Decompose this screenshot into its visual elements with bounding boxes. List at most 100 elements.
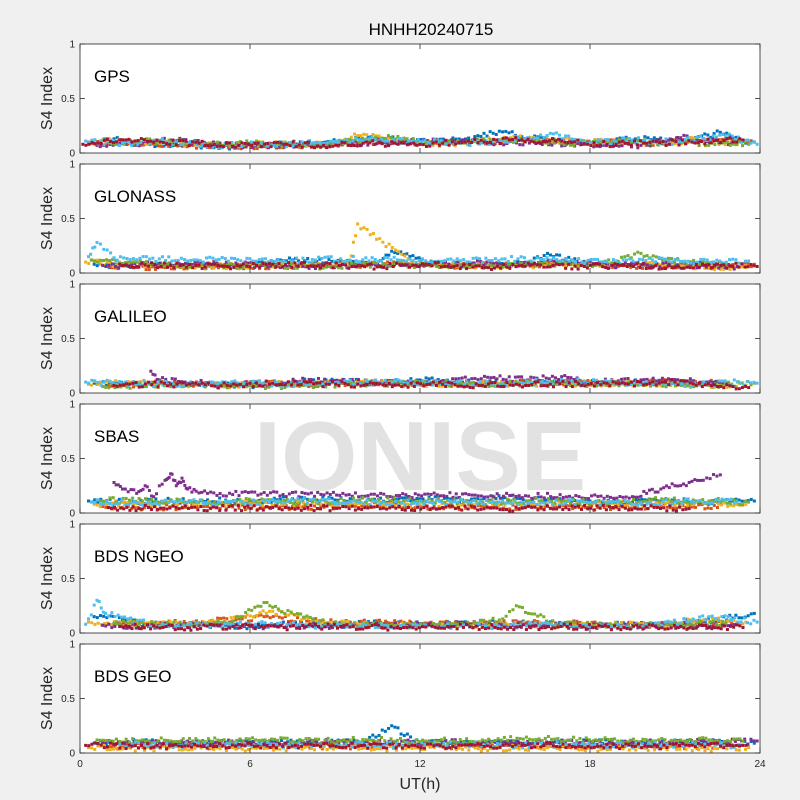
data-point xyxy=(706,137,710,141)
data-point xyxy=(373,263,377,267)
data-point xyxy=(406,379,410,383)
data-point xyxy=(739,381,743,385)
data-point xyxy=(542,498,546,502)
data-point xyxy=(351,240,355,244)
data-point xyxy=(714,264,718,268)
data-point xyxy=(399,141,403,145)
data-point xyxy=(719,382,723,386)
data-point xyxy=(624,139,628,143)
data-point xyxy=(121,138,125,142)
data-point xyxy=(670,380,674,384)
data-point xyxy=(132,142,136,146)
data-point xyxy=(139,137,143,141)
data-point xyxy=(305,142,309,146)
data-point xyxy=(504,137,508,141)
data-point xyxy=(175,261,179,265)
data-point xyxy=(264,383,268,387)
data-point xyxy=(569,379,573,383)
data-point xyxy=(303,141,307,145)
data-point xyxy=(245,264,249,268)
data-point xyxy=(746,261,750,265)
data-point xyxy=(139,141,143,145)
data-point xyxy=(249,140,253,144)
data-point xyxy=(358,382,362,386)
data-point xyxy=(724,260,728,264)
data-point xyxy=(514,136,518,140)
data-point xyxy=(532,140,536,144)
data-point xyxy=(123,500,127,504)
data-point xyxy=(309,141,313,145)
data-point xyxy=(516,260,520,264)
data-point xyxy=(584,264,588,268)
data-point xyxy=(482,374,486,378)
data-point xyxy=(714,384,718,388)
data-point xyxy=(210,266,214,270)
data-point xyxy=(84,139,88,143)
data-point xyxy=(648,266,651,270)
data-point xyxy=(421,379,425,383)
data-point xyxy=(405,137,409,141)
data-point xyxy=(111,257,115,261)
data-point xyxy=(248,265,252,269)
data-point xyxy=(223,257,227,261)
data-point xyxy=(394,140,398,144)
data-point xyxy=(722,140,726,144)
data-point xyxy=(411,137,415,141)
data-point xyxy=(580,505,584,509)
data-point xyxy=(577,382,581,386)
data-point xyxy=(643,138,647,142)
data-point xyxy=(468,144,472,148)
data-point xyxy=(105,248,109,252)
data-point xyxy=(536,495,540,499)
data-point xyxy=(485,260,489,264)
data-point xyxy=(735,380,739,384)
data-point xyxy=(609,381,613,385)
data-point xyxy=(569,376,573,380)
data-point xyxy=(289,262,293,266)
data-point xyxy=(632,264,636,268)
data-point xyxy=(411,382,415,386)
data-point xyxy=(275,144,279,148)
data-point xyxy=(597,138,601,142)
data-point xyxy=(273,260,277,264)
data-point xyxy=(529,259,533,263)
data-point xyxy=(657,263,661,267)
data-point xyxy=(119,500,123,504)
data-point xyxy=(230,140,234,144)
data-point xyxy=(452,139,456,143)
data-point xyxy=(639,378,643,382)
data-point xyxy=(676,135,680,139)
data-point xyxy=(401,379,405,383)
data-point xyxy=(84,380,88,384)
data-point xyxy=(456,384,460,388)
data-point xyxy=(723,379,727,383)
data-point xyxy=(416,504,420,508)
data-point xyxy=(165,503,169,507)
data-point xyxy=(424,385,428,389)
data-point xyxy=(134,381,138,385)
data-point xyxy=(675,380,679,384)
y-axis-label: S4 Index xyxy=(39,67,56,130)
data-point xyxy=(659,379,663,383)
data-point xyxy=(560,378,564,382)
data-point xyxy=(307,382,311,386)
data-point xyxy=(492,143,496,147)
y-tick-label: 1 xyxy=(69,160,75,171)
data-point xyxy=(356,380,360,384)
data-point xyxy=(234,502,238,506)
data-point xyxy=(517,383,521,387)
data-point xyxy=(564,136,568,140)
data-point xyxy=(90,138,94,142)
data-point xyxy=(128,258,132,262)
data-point xyxy=(110,262,114,266)
data-point xyxy=(617,140,621,144)
data-point xyxy=(349,135,353,139)
data-point xyxy=(253,141,257,145)
data-point xyxy=(158,261,162,265)
data-point xyxy=(354,234,358,238)
data-point xyxy=(659,504,663,508)
data-point xyxy=(131,257,135,261)
data-point xyxy=(383,144,387,148)
data-point xyxy=(203,265,207,269)
data-point xyxy=(592,384,596,388)
